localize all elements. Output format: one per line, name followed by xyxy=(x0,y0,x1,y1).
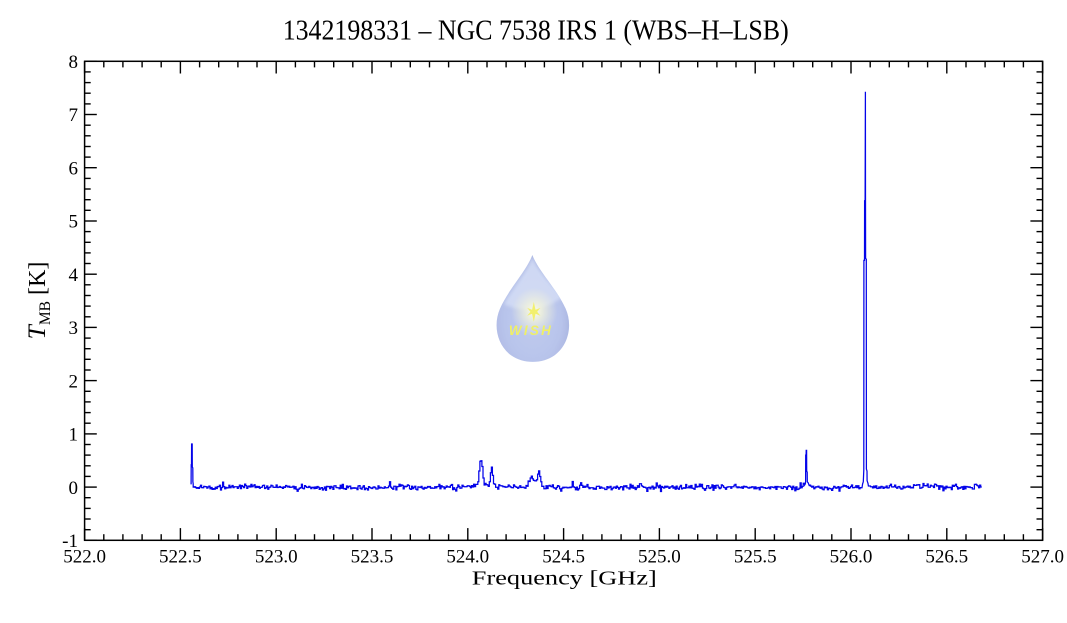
svg-text:2: 2 xyxy=(69,371,79,392)
svg-text:7: 7 xyxy=(69,105,79,126)
svg-text:Frequency [GHz]: Frequency [GHz] xyxy=(472,569,657,590)
svg-text:525.5: 525.5 xyxy=(734,546,777,567)
svg-text:522.0: 522.0 xyxy=(63,546,106,567)
svg-text:524.5: 524.5 xyxy=(542,546,585,567)
svg-text:525.0: 525.0 xyxy=(638,546,681,567)
svg-text:4: 4 xyxy=(69,265,79,286)
svg-text:TMB [K]: TMB [K] xyxy=(22,262,54,340)
svg-text:0: 0 xyxy=(69,478,79,499)
svg-text:527.0: 527.0 xyxy=(1021,546,1064,567)
svg-text:526.5: 526.5 xyxy=(925,546,968,567)
svg-text:-1: -1 xyxy=(62,531,78,552)
svg-text:5: 5 xyxy=(69,212,79,233)
svg-text:523.5: 523.5 xyxy=(351,546,394,567)
svg-text:524.0: 524.0 xyxy=(446,546,489,567)
svg-text:523.0: 523.0 xyxy=(255,546,298,567)
svg-text:522.5: 522.5 xyxy=(159,546,202,567)
svg-text:3: 3 xyxy=(69,318,79,339)
svg-text:8: 8 xyxy=(69,52,79,73)
svg-text:1: 1 xyxy=(69,425,79,446)
svg-text:526.0: 526.0 xyxy=(830,546,873,567)
svg-text:1342198331 – NGC 7538 IRS 1 (W: 1342198331 – NGC 7538 IRS 1 (WBS–H–LSB) xyxy=(283,15,789,46)
svg-text:6: 6 xyxy=(69,158,79,179)
svg-text:WISH: WISH xyxy=(509,323,553,338)
